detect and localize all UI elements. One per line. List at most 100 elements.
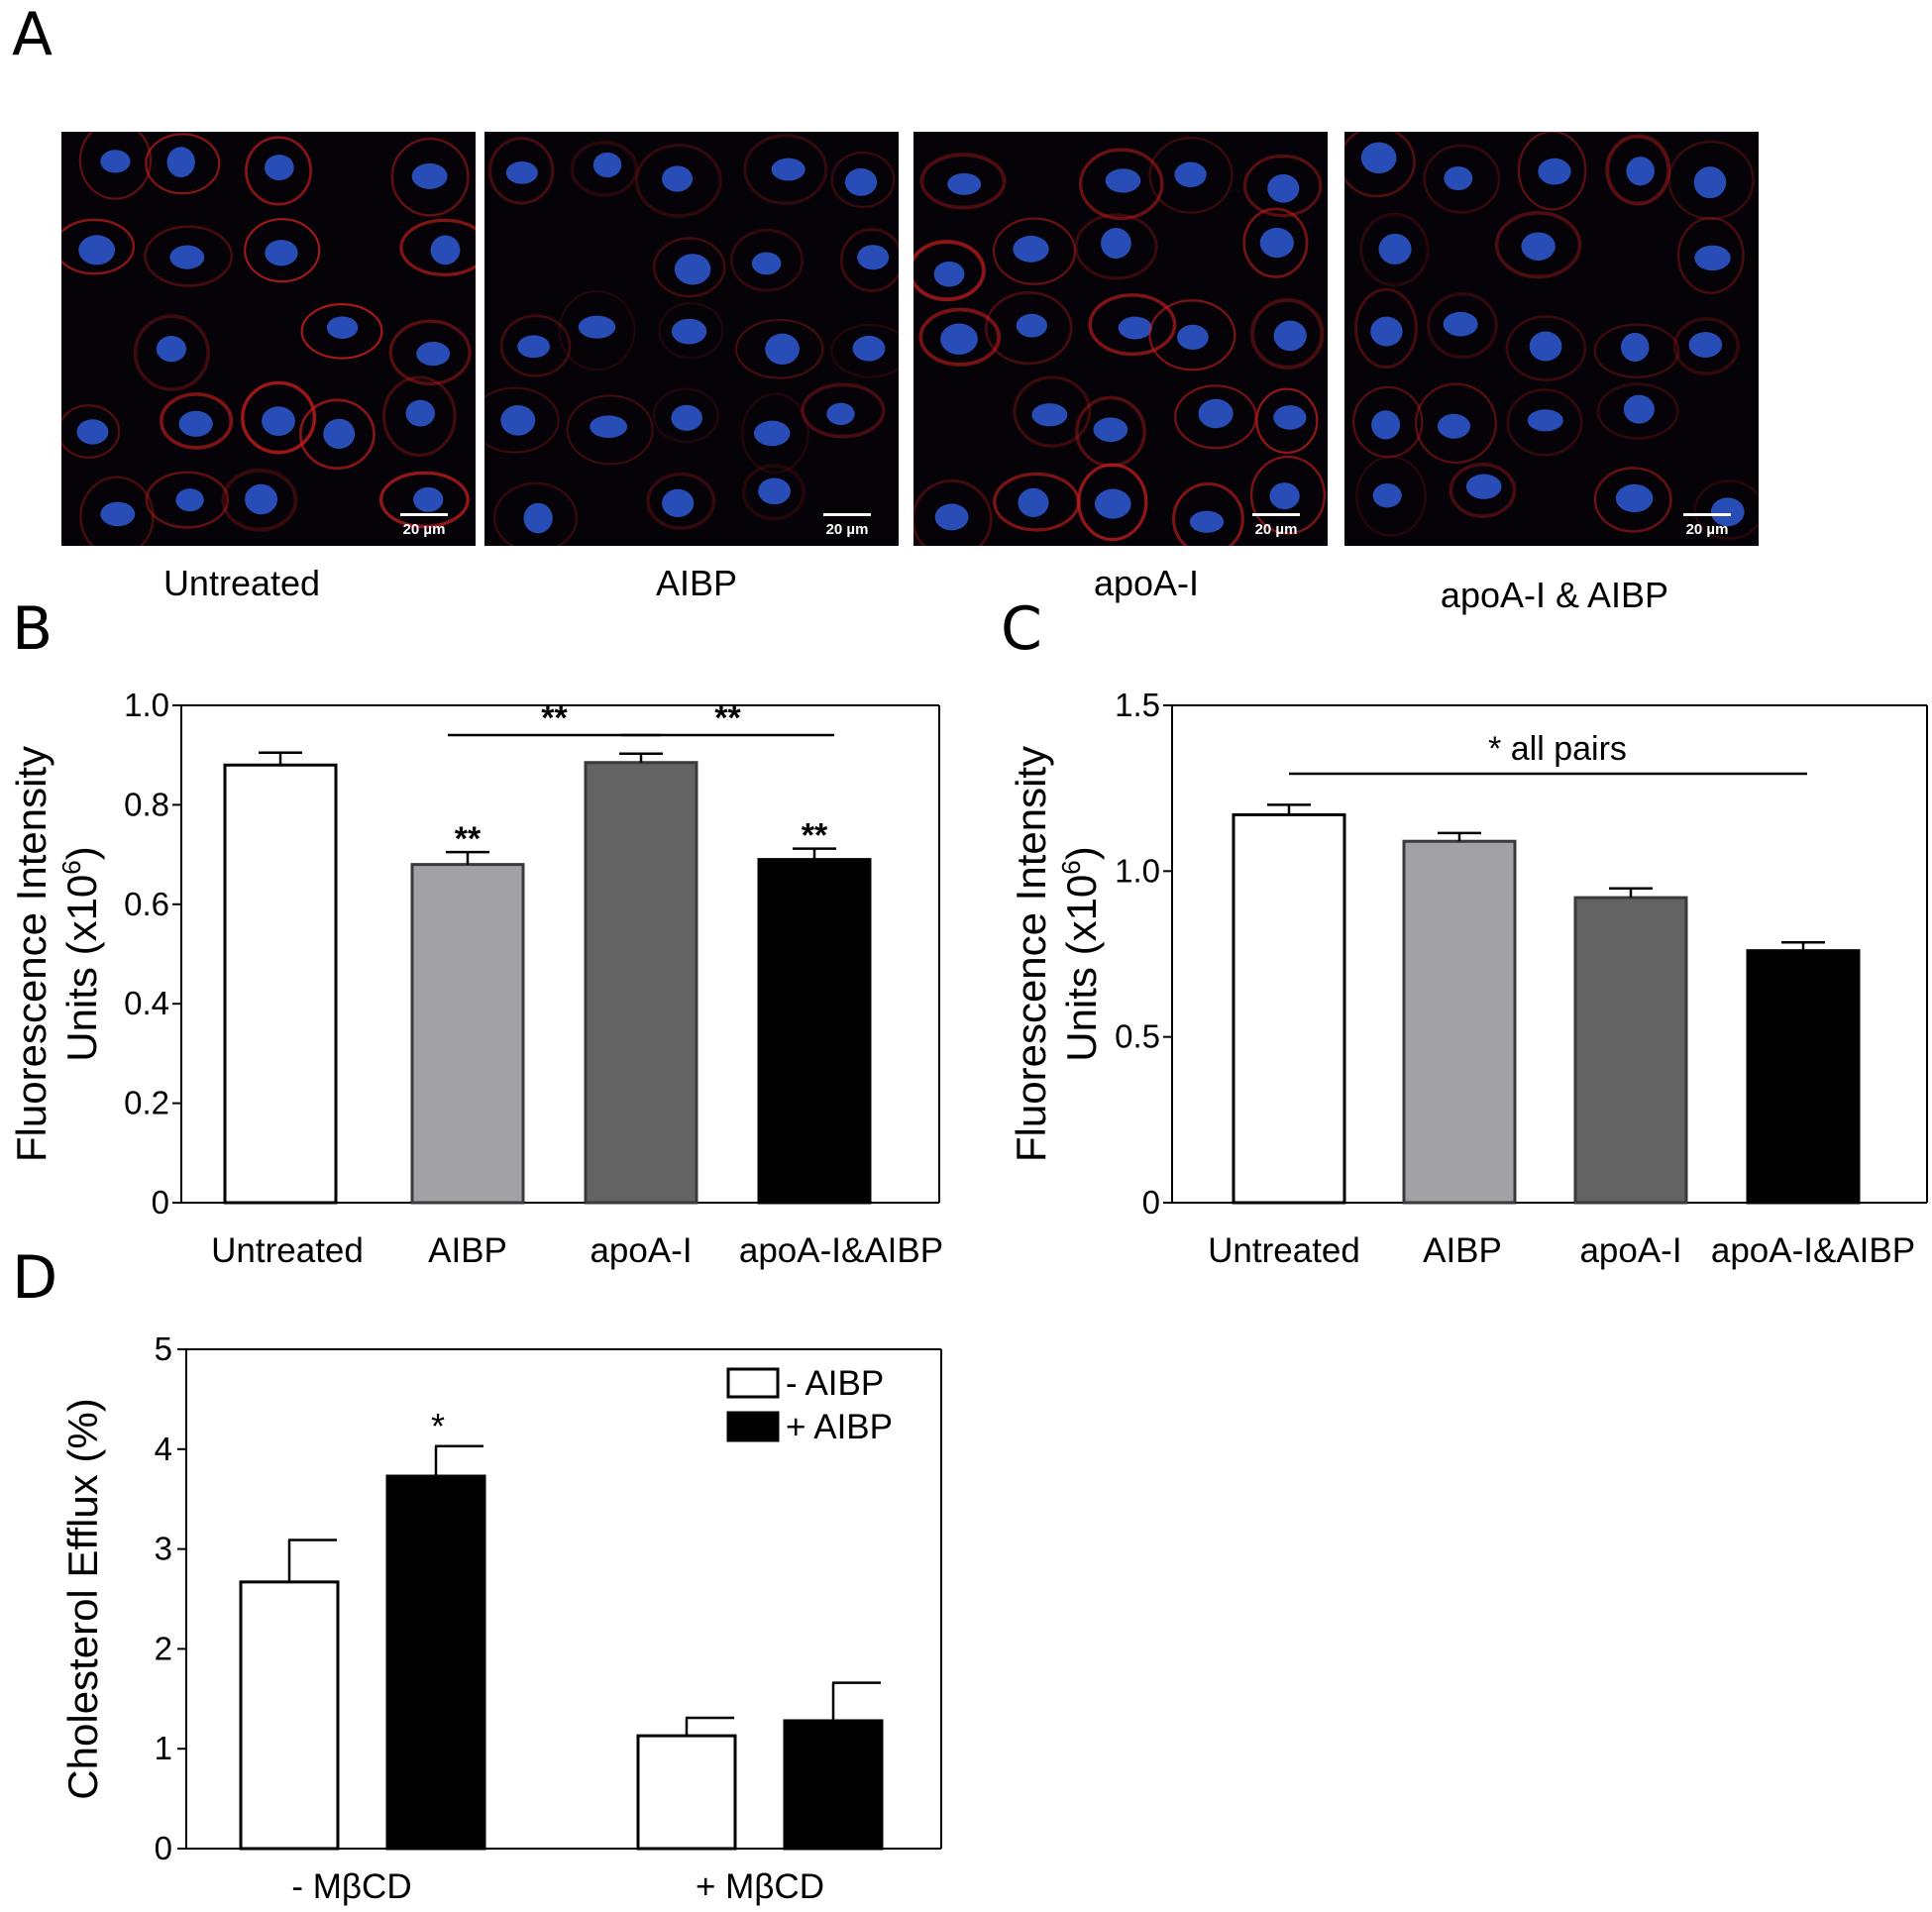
cell-membrane: [245, 136, 312, 206]
y-tick-label: 1.5: [1115, 687, 1160, 723]
chart-c-svg: 0 0.5 1.0 1.5 Fluorescence Intensity Units (x…: [1008, 687, 1928, 1270]
bar: [584, 761, 698, 1205]
cell-membrane: [652, 237, 726, 298]
cell-membrane: [1250, 297, 1325, 370]
y-tick-label: 2: [155, 1630, 172, 1666]
cell-membrane: [740, 392, 809, 475]
cell-nucleus: [1273, 320, 1307, 352]
cell-membrane: [1255, 387, 1319, 455]
cell-nucleus: [1031, 403, 1068, 427]
cell-nucleus: [857, 245, 890, 270]
cell-membrane: [992, 217, 1077, 285]
bar: [757, 858, 872, 1205]
cell-nucleus: [1694, 245, 1731, 271]
cell-nucleus: [262, 406, 295, 436]
cell-membrane: [1593, 467, 1672, 533]
cell-nucleus: [1016, 313, 1047, 338]
cell-nucleus: [264, 155, 294, 181]
y-tick-label: 1.0: [124, 687, 169, 723]
x-tick-label: apoA-I: [1579, 1231, 1681, 1270]
cell-nucleus: [674, 254, 711, 285]
cell-nucleus: [947, 172, 982, 195]
cell-membrane: [1517, 132, 1587, 211]
cell-membrane: [634, 144, 722, 218]
y-tick-label: 0.4: [124, 985, 169, 1021]
scale-bar-label: 20 µm: [1255, 521, 1298, 538]
scale-bar-label: 20 µm: [826, 521, 869, 538]
chart-d-svg: 0 1 2 3 4 5 Cholesterol Efflux (%) * - MβCD + MβC…: [59, 1330, 942, 1906]
cell-membrane: [652, 387, 720, 444]
chart-c: 0 0.5 1.0 1.5 Fluorescence Intensity Units (x…: [991, 654, 1932, 1288]
cell-membrane: [913, 240, 986, 302]
micrograph-label-apoai: apoA-I: [1093, 563, 1200, 603]
cell-membrane: [484, 386, 560, 454]
cell-nucleus: [100, 501, 136, 527]
cell-nucleus: [166, 147, 195, 178]
cell-membrane: [1148, 299, 1236, 372]
cell-membrane: [1077, 463, 1148, 542]
y-axis-label: Cholesterol Efflux (%): [59, 1398, 106, 1799]
micrograph-canvas: 20 µm: [484, 134, 899, 546]
legend-label: - AIBP: [786, 1364, 884, 1403]
cell-membrane: [1672, 317, 1740, 375]
cell-membrane: [300, 303, 383, 360]
bar: [1232, 812, 1346, 1205]
y-tick-label: 4: [155, 1431, 172, 1467]
cell-membrane: [1351, 385, 1424, 459]
micrograph-apoai: 20 µm: [913, 132, 1328, 546]
chart-d: 0 1 2 3 4 5 Cholesterol Efflux (%) * - MβCD + MβC…: [0, 1308, 951, 1912]
cell-membrane: [61, 218, 136, 275]
bar: [1402, 839, 1517, 1205]
cell-nucleus: [671, 318, 707, 345]
y-tick-label: 1: [155, 1730, 172, 1766]
cell-nucleus: [169, 245, 205, 269]
cell-nucleus: [671, 404, 702, 431]
cell-membrane: [221, 468, 298, 532]
cell-nucleus: [1538, 158, 1571, 185]
cell-membrane: [1074, 213, 1158, 280]
cell-membrane: [160, 392, 234, 450]
cell-membrane: [913, 478, 993, 546]
panel-letter-b: B: [12, 594, 54, 664]
y-tick-label: 0.8: [124, 786, 169, 822]
cell-nucleus: [826, 402, 855, 426]
micrograph-aibp: 20 µm: [484, 132, 899, 546]
y-axis-label-line2: Units (x106): [1056, 846, 1105, 1062]
micrograph-canvas: 20 µm: [913, 137, 1327, 546]
cell-membrane: [1355, 456, 1427, 537]
cell-membrane: [79, 476, 155, 546]
cell-membrane: [1344, 132, 1416, 198]
cell-membrane: [1506, 388, 1583, 457]
cell-membrane: [646, 472, 716, 530]
cell-nucleus: [1615, 483, 1654, 513]
cell-membrane: [1242, 154, 1323, 218]
cell-membrane: [492, 481, 579, 546]
cell-membrane: [61, 404, 121, 459]
scale-bar-label: 20 µm: [1686, 521, 1729, 538]
cell-nucleus: [245, 483, 278, 515]
scale-bar: [823, 513, 871, 516]
cell-membrane: [558, 289, 636, 372]
cell-membrane: [298, 398, 376, 471]
cell-nucleus: [1370, 316, 1403, 347]
cell-membrane: [145, 133, 221, 195]
cell-nucleus: [1529, 331, 1562, 362]
cell-nucleus: [413, 486, 444, 512]
micrograph-apoai-aibp: 20 µm: [1344, 132, 1759, 546]
cell-membrane: [1242, 207, 1309, 278]
cell-nucleus: [765, 333, 800, 366]
cell-nucleus: [1620, 332, 1650, 362]
y-tick-label: 0: [155, 1830, 172, 1866]
cell-membrane: [1676, 216, 1745, 294]
cell-nucleus: [754, 420, 791, 447]
cell-nucleus: [592, 152, 622, 178]
bar: [223, 763, 338, 1205]
cell-nucleus: [326, 316, 359, 339]
cell-nucleus: [1437, 413, 1471, 439]
panel-letter-d: D: [12, 1243, 58, 1313]
cell-nucleus: [1118, 316, 1152, 340]
cell-nucleus: [662, 165, 694, 192]
cell-nucleus: [411, 162, 448, 189]
cell-membrane: [830, 323, 899, 378]
significance-bracket-label: **: [541, 699, 568, 737]
